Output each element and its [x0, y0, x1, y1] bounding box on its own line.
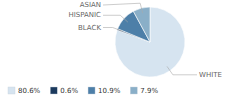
legend-swatch: [50, 87, 57, 94]
leader-line: [103, 28, 122, 32]
category-label: HISPANIC: [68, 11, 101, 19]
category-label: WHITE: [199, 71, 222, 79]
pie: [115, 7, 185, 77]
legend-label: 7.9%: [140, 87, 158, 95]
category-label: ASIAN: [80, 1, 101, 9]
legend-swatch: [130, 87, 137, 94]
pie-slice: [133, 7, 150, 42]
leader-line: [167, 66, 197, 74]
chart: WHITE BLACK HISPANIC ASIAN 80.6% 0.6% 10.9% 7.9…: [0, 0, 240, 100]
legend-swatch: [8, 87, 15, 94]
legend-label: 0.6%: [60, 87, 78, 95]
legend-label: 80.6%: [18, 87, 41, 95]
category-label: BLACK: [78, 24, 101, 32]
legend-label: 10.9%: [98, 87, 121, 95]
leader-line: [103, 15, 128, 22]
leader-line: [103, 3, 143, 13]
legend-swatch: [88, 87, 95, 94]
pie-slice: [115, 7, 185, 77]
labels: WHITE BLACK HISPANIC ASIAN: [68, 1, 221, 79]
legend: 80.6% 0.6% 10.9% 7.9%: [8, 87, 158, 95]
